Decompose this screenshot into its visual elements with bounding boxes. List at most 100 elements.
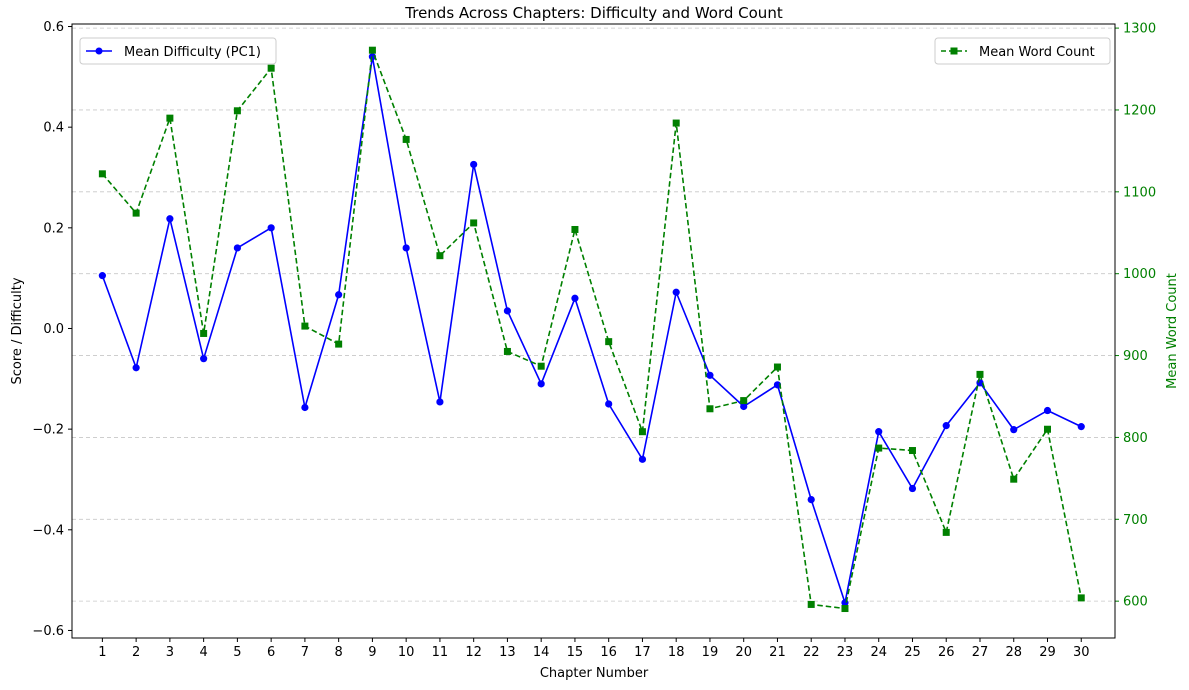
series-1-point-11 (470, 219, 478, 227)
series-1-point-7 (335, 340, 343, 348)
series-0-point-1 (132, 364, 140, 372)
y-tick-label-right-1: 700 (1123, 513, 1148, 528)
x-tick-label-23: 24 (870, 645, 887, 660)
series-1-point-2 (166, 114, 174, 122)
series-0-point-12 (503, 307, 512, 315)
x-tick-label-26: 27 (972, 645, 989, 660)
x-tick-label-2: 3 (166, 645, 174, 660)
series-0-point-21 (807, 495, 815, 504)
series-1-point-16 (638, 428, 646, 436)
x-tick-label-11: 12 (465, 645, 482, 660)
y-tick-label-right-0: 600 (1123, 595, 1148, 610)
series-0-point-24 (908, 484, 917, 493)
x-tick-label-19: 20 (735, 645, 752, 660)
series-1-point-0 (98, 170, 106, 178)
series-1-point-4 (233, 107, 241, 115)
y-tick-label-right-3: 900 (1123, 349, 1148, 364)
x-tick-label-16: 17 (634, 645, 651, 660)
legend-right-marker (950, 47, 958, 55)
series-0-point-9 (402, 244, 410, 252)
x-tick-label-20: 21 (769, 645, 786, 660)
legend-left: Mean Difficulty (PC1) (79, 37, 277, 65)
series-1-point-29 (1077, 594, 1085, 602)
x-tick-label-4: 5 (233, 645, 241, 660)
series-1-point-3 (200, 329, 208, 337)
legend-left-label: Mean Difficulty (PC1) (124, 45, 261, 60)
y-tick-label-left-6: 0.6 (43, 20, 64, 35)
y-tick-label-left-2: −0.2 (32, 423, 64, 438)
x-tick-label-6: 7 (301, 645, 309, 660)
x-tick-label-21: 22 (803, 645, 820, 660)
x-tick-label-14: 15 (567, 645, 584, 660)
series-0-point-5 (267, 224, 275, 232)
series-1-point-22 (841, 605, 849, 613)
series-1-point-10 (436, 252, 444, 260)
series-1-point-12 (503, 347, 511, 355)
series-1-line (101, 49, 1083, 610)
series-1-point-9 (402, 135, 410, 143)
x-tick-label-22: 23 (837, 645, 854, 660)
series-1-point-25 (942, 528, 950, 536)
series-1-point-13 (537, 362, 545, 370)
y-axis-title-left: Score / Difficulty (10, 277, 25, 384)
y-tick-label-left-1: −0.4 (32, 523, 64, 538)
series-0-point-29 (1077, 423, 1085, 431)
series-1-point-28 (1043, 425, 1051, 433)
series-0-point-10 (436, 398, 444, 406)
x-tick-label-15: 16 (600, 645, 617, 660)
series-0-line (101, 55, 1082, 604)
x-tick-label-29: 30 (1073, 645, 1090, 660)
legend-right: Mean Word Count (934, 37, 1111, 65)
series-0-point-11 (470, 160, 478, 169)
x-axis-title: Chapter Number (540, 666, 649, 681)
series-1-point-6 (301, 322, 309, 330)
series-0-point-15 (605, 400, 613, 408)
series-1-point-21 (807, 600, 815, 608)
series-0-point-0 (98, 272, 106, 280)
x-tick-label-24: 25 (904, 645, 921, 660)
series-0-point-13 (537, 380, 545, 388)
legend-left-marker (95, 47, 103, 55)
series-0-point-2 (166, 215, 174, 223)
x-tick-label-7: 8 (335, 645, 343, 660)
y-tick-label-left-5: 0.4 (43, 121, 64, 136)
series-1-point-14 (571, 225, 579, 233)
series-1-point-27 (1010, 475, 1018, 483)
series-1-point-24 (908, 447, 916, 455)
series-0-point-19 (740, 402, 748, 411)
series-0-point-27 (1010, 426, 1018, 434)
x-tick-label-10: 11 (432, 645, 449, 660)
y-tick-label-left-3: 0.0 (43, 322, 64, 337)
y-tick-label-right-5: 1100 (1123, 185, 1156, 200)
legend-right-box (934, 37, 1111, 65)
series-1-point-15 (605, 338, 613, 346)
series-1-point-23 (875, 444, 883, 452)
x-tick-label-8: 9 (368, 645, 376, 660)
x-tick-label-13: 14 (533, 645, 550, 660)
x-tick-label-5: 6 (267, 645, 275, 660)
series-1-point-17 (672, 119, 680, 127)
x-tick-label-1: 2 (132, 645, 140, 660)
x-tick-label-18: 19 (702, 645, 719, 660)
x-tick-label-27: 28 (1005, 645, 1022, 660)
series-1-point-20 (773, 363, 781, 371)
series-0-point-23 (875, 428, 883, 436)
y-axis-title-right: Mean Word Count (1165, 273, 1180, 389)
series-0-point-6 (301, 403, 309, 412)
series-1-point-26 (976, 370, 984, 378)
x-tick-label-9: 10 (398, 645, 415, 660)
series-0-point-20 (773, 381, 782, 389)
series-0-point-4 (233, 244, 241, 252)
axes: −0.6 −0.4 −0.2 0.0 0.2 0.4 0.6 600 700 800 900 1000… (32, 20, 1156, 660)
y-tick-label-right-2: 800 (1123, 431, 1148, 446)
series-1-point-18 (706, 405, 714, 413)
series-1-point-5 (267, 64, 275, 72)
series-0-point-18 (706, 371, 714, 379)
y-tick-label-left-0: −0.6 (32, 624, 64, 639)
series-0-point-17 (672, 288, 680, 296)
x-tick-label-17: 18 (668, 645, 685, 660)
x-tick-label-25: 26 (938, 645, 955, 660)
